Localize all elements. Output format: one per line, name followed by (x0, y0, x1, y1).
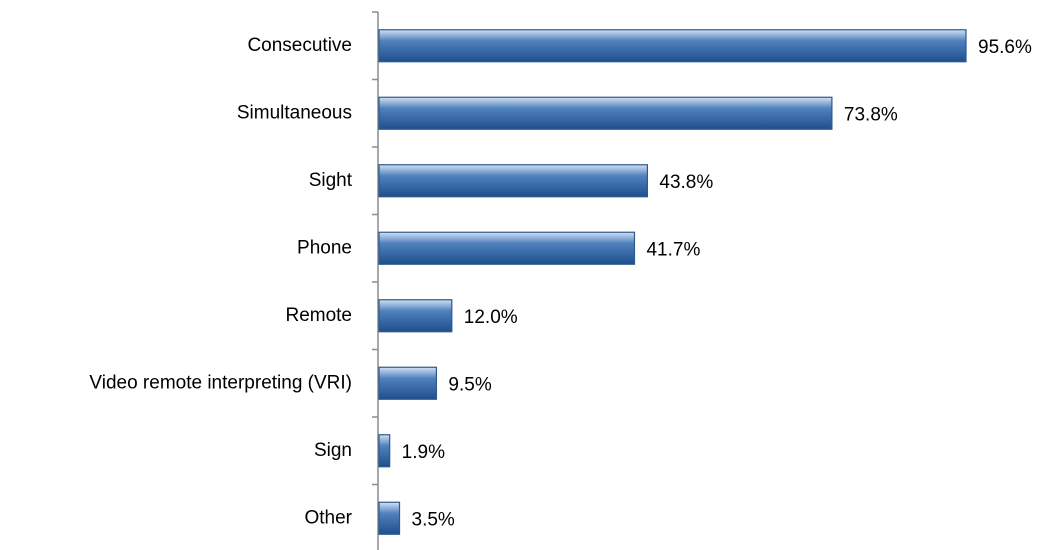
bar (378, 96, 833, 130)
category-label: Simultaneous (237, 102, 352, 123)
bar (378, 434, 391, 468)
category-label: Other (304, 507, 352, 528)
category-label: Phone (297, 237, 352, 258)
bar (378, 231, 636, 265)
data-label: 41.7% (646, 239, 700, 260)
category-label: Video remote interpreting (VRI) (89, 372, 352, 393)
data-label: 73.8% (844, 104, 898, 125)
data-label: 3.5% (412, 509, 455, 530)
data-label: 43.8% (659, 172, 713, 193)
bar (378, 299, 453, 333)
bar (378, 501, 401, 535)
data-label: 9.5% (448, 374, 491, 395)
bar (378, 29, 967, 63)
data-label: 12.0% (464, 307, 518, 328)
bar (378, 366, 438, 400)
data-label: 1.9% (402, 442, 445, 463)
category-label: Consecutive (247, 35, 352, 56)
category-label: Sight (309, 170, 353, 191)
category-label: Remote (285, 305, 352, 326)
bar (378, 164, 648, 198)
data-label: 95.6% (978, 37, 1032, 58)
category-label: Sign (314, 440, 352, 461)
